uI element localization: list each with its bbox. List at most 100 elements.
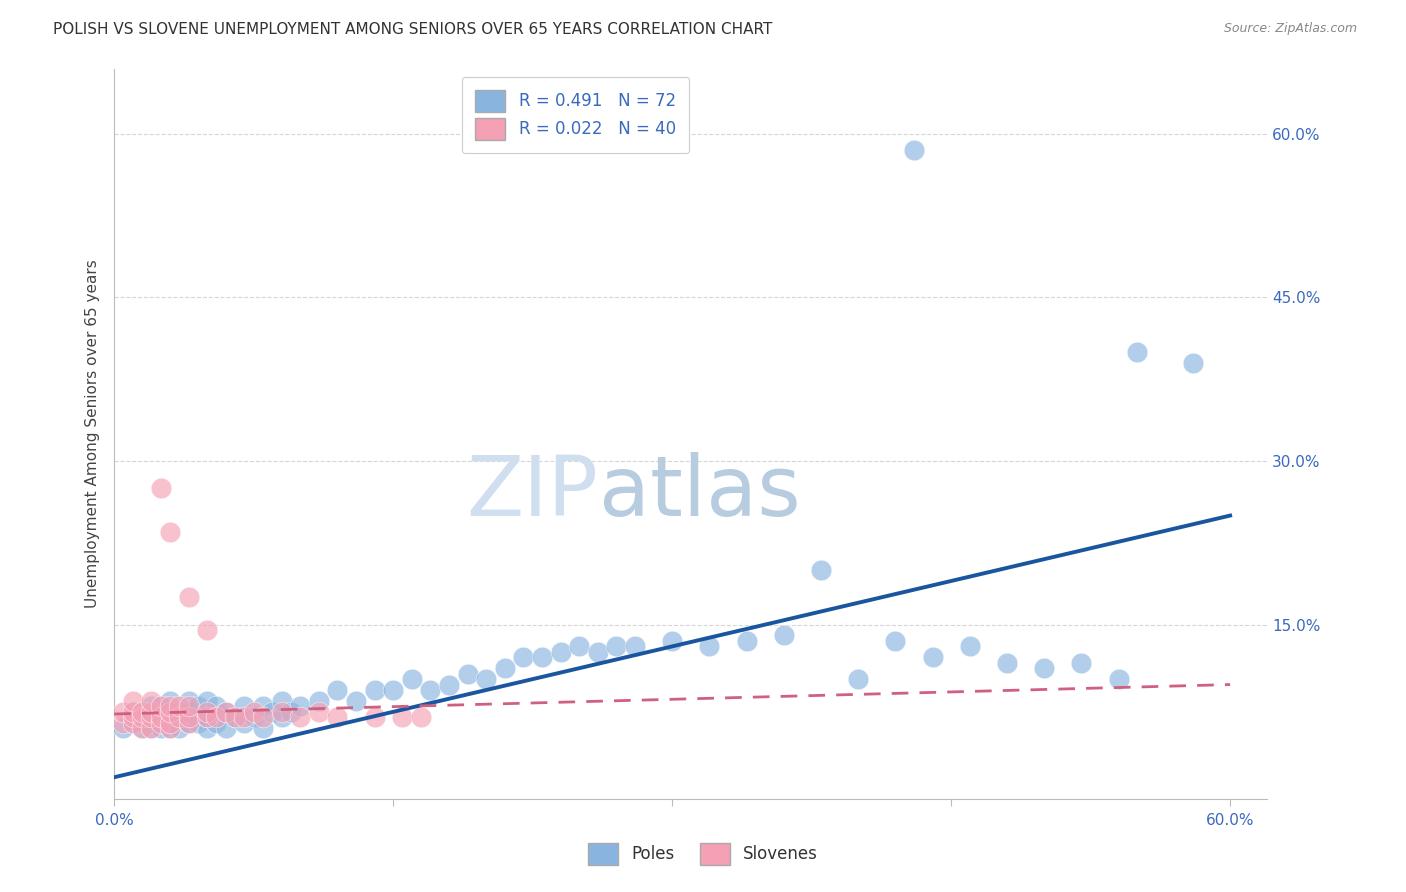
Point xyxy=(959,640,981,654)
Point xyxy=(326,710,349,724)
Point xyxy=(121,710,143,724)
Point xyxy=(363,683,385,698)
Point xyxy=(177,715,200,730)
Point xyxy=(280,705,302,719)
Point xyxy=(1033,661,1056,675)
Point xyxy=(512,650,534,665)
Point xyxy=(149,699,172,714)
Point xyxy=(308,694,330,708)
Point xyxy=(112,705,135,719)
Point xyxy=(995,656,1018,670)
Point xyxy=(149,699,172,714)
Point xyxy=(215,721,238,735)
Point xyxy=(661,634,683,648)
Legend: Poles, Slovenes: Poles, Slovenes xyxy=(579,835,827,873)
Point xyxy=(326,683,349,698)
Point xyxy=(177,694,200,708)
Point xyxy=(169,710,191,724)
Point xyxy=(288,710,311,724)
Point xyxy=(233,715,256,730)
Text: Source: ZipAtlas.com: Source: ZipAtlas.com xyxy=(1223,22,1357,36)
Point xyxy=(270,705,292,719)
Point xyxy=(568,640,591,654)
Point xyxy=(195,623,218,637)
Point xyxy=(308,705,330,719)
Point xyxy=(131,710,153,724)
Point xyxy=(159,705,181,719)
Point xyxy=(177,699,200,714)
Point xyxy=(141,710,163,724)
Point xyxy=(903,143,925,157)
Text: POLISH VS SLOVENE UNEMPLOYMENT AMONG SENIORS OVER 65 YEARS CORRELATION CHART: POLISH VS SLOVENE UNEMPLOYMENT AMONG SEN… xyxy=(53,22,773,37)
Point xyxy=(177,705,200,719)
Point xyxy=(215,705,238,719)
Point xyxy=(262,705,284,719)
Point xyxy=(159,694,181,708)
Point xyxy=(159,705,181,719)
Point xyxy=(131,721,153,735)
Point xyxy=(242,710,264,724)
Point xyxy=(121,694,143,708)
Point xyxy=(550,645,572,659)
Point xyxy=(921,650,943,665)
Point xyxy=(586,645,609,659)
Point xyxy=(401,672,423,686)
Point xyxy=(382,683,405,698)
Point xyxy=(205,715,228,730)
Legend: R = 0.491   N = 72, R = 0.022   N = 40: R = 0.491 N = 72, R = 0.022 N = 40 xyxy=(463,77,689,153)
Point xyxy=(270,710,292,724)
Point xyxy=(195,694,218,708)
Point xyxy=(242,705,264,719)
Point xyxy=(177,591,200,605)
Text: atlas: atlas xyxy=(599,451,800,533)
Point xyxy=(772,628,794,642)
Point xyxy=(131,705,153,719)
Point xyxy=(121,715,143,730)
Point xyxy=(177,715,200,730)
Point xyxy=(252,699,274,714)
Point xyxy=(112,715,135,730)
Point xyxy=(1070,656,1092,670)
Point xyxy=(187,715,209,730)
Point xyxy=(699,640,721,654)
Point xyxy=(159,524,181,539)
Point xyxy=(159,699,181,714)
Point xyxy=(605,640,627,654)
Point xyxy=(363,710,385,724)
Point xyxy=(233,699,256,714)
Point xyxy=(195,705,218,719)
Point xyxy=(735,634,758,648)
Point xyxy=(530,650,553,665)
Point xyxy=(475,672,498,686)
Point xyxy=(159,715,181,730)
Point xyxy=(224,710,246,724)
Point xyxy=(1126,345,1149,359)
Point xyxy=(177,710,200,724)
Point xyxy=(141,694,163,708)
Point xyxy=(112,721,135,735)
Point xyxy=(131,721,153,735)
Point xyxy=(252,721,274,735)
Point xyxy=(252,710,274,724)
Point xyxy=(1108,672,1130,686)
Point xyxy=(884,634,907,648)
Text: ZIP: ZIP xyxy=(467,451,599,533)
Point xyxy=(149,710,172,724)
Point xyxy=(409,710,432,724)
Point xyxy=(169,721,191,735)
Point xyxy=(624,640,647,654)
Point xyxy=(159,715,181,730)
Point xyxy=(159,721,181,735)
Point xyxy=(141,699,163,714)
Point xyxy=(457,666,479,681)
Point xyxy=(494,661,516,675)
Point xyxy=(187,699,209,714)
Point xyxy=(205,699,228,714)
Point xyxy=(141,705,163,719)
Point xyxy=(121,705,143,719)
Point xyxy=(131,705,153,719)
Point xyxy=(288,699,311,714)
Point xyxy=(149,721,172,735)
Point xyxy=(215,705,238,719)
Point xyxy=(159,721,181,735)
